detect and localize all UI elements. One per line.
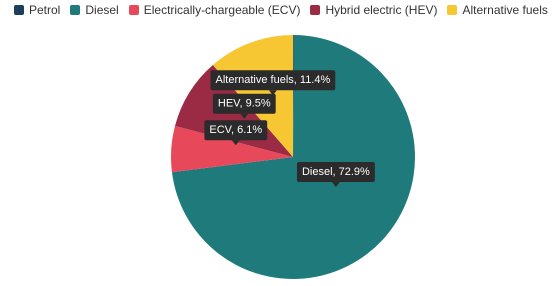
label-box bbox=[204, 120, 268, 141]
data-label: HEV, 9.5% bbox=[212, 93, 276, 119]
label-arrow bbox=[231, 140, 240, 146]
legend-item[interactable]: Hybrid electric (HEV) bbox=[310, 3, 437, 17]
data-label: Alternative fuels, 11.4% bbox=[210, 70, 336, 96]
legend-swatch bbox=[70, 5, 81, 15]
label-arrow bbox=[268, 90, 277, 96]
legend-item[interactable]: Diesel bbox=[70, 3, 119, 17]
data-label-text: ECV, 6.1% bbox=[209, 124, 262, 136]
label-box bbox=[210, 70, 336, 91]
legend-swatch bbox=[14, 5, 24, 15]
legend-swatch bbox=[310, 5, 321, 15]
legend-label: Diesel bbox=[85, 3, 119, 17]
label-box bbox=[296, 162, 375, 183]
legend-label: Petrol bbox=[29, 3, 61, 17]
data-label: Diesel, 72.9% bbox=[296, 162, 375, 188]
legend-label: Alternative fuels bbox=[462, 3, 548, 17]
data-label: ECV, 6.1% bbox=[204, 120, 268, 146]
legend-swatch bbox=[447, 5, 458, 15]
data-label-text: HEV, 9.5% bbox=[218, 98, 271, 110]
pie-slice bbox=[171, 125, 293, 173]
label-arrow bbox=[240, 113, 249, 119]
label-box bbox=[212, 93, 276, 114]
legend-swatch bbox=[128, 5, 139, 15]
pie-slice bbox=[171, 35, 415, 279]
legend-label: Electrically-chargeable (ECV) bbox=[143, 3, 301, 17]
legend-item[interactable]: Electrically-chargeable (ECV) bbox=[128, 3, 301, 17]
legend-item[interactable]: Alternative fuels bbox=[447, 3, 548, 17]
label-arrow bbox=[331, 182, 340, 188]
data-label-text: Diesel, 72.9% bbox=[302, 166, 370, 178]
legend: Petrol Diesel Electrically-chargeable (ECV… bbox=[14, 3, 548, 17]
legend-label: Hybrid electric (HEV) bbox=[325, 3, 438, 17]
pie-slice bbox=[293, 35, 294, 157]
legend-item[interactable]: Petrol bbox=[14, 3, 60, 17]
data-label-text: Alternative fuels, 11.4% bbox=[216, 74, 331, 86]
